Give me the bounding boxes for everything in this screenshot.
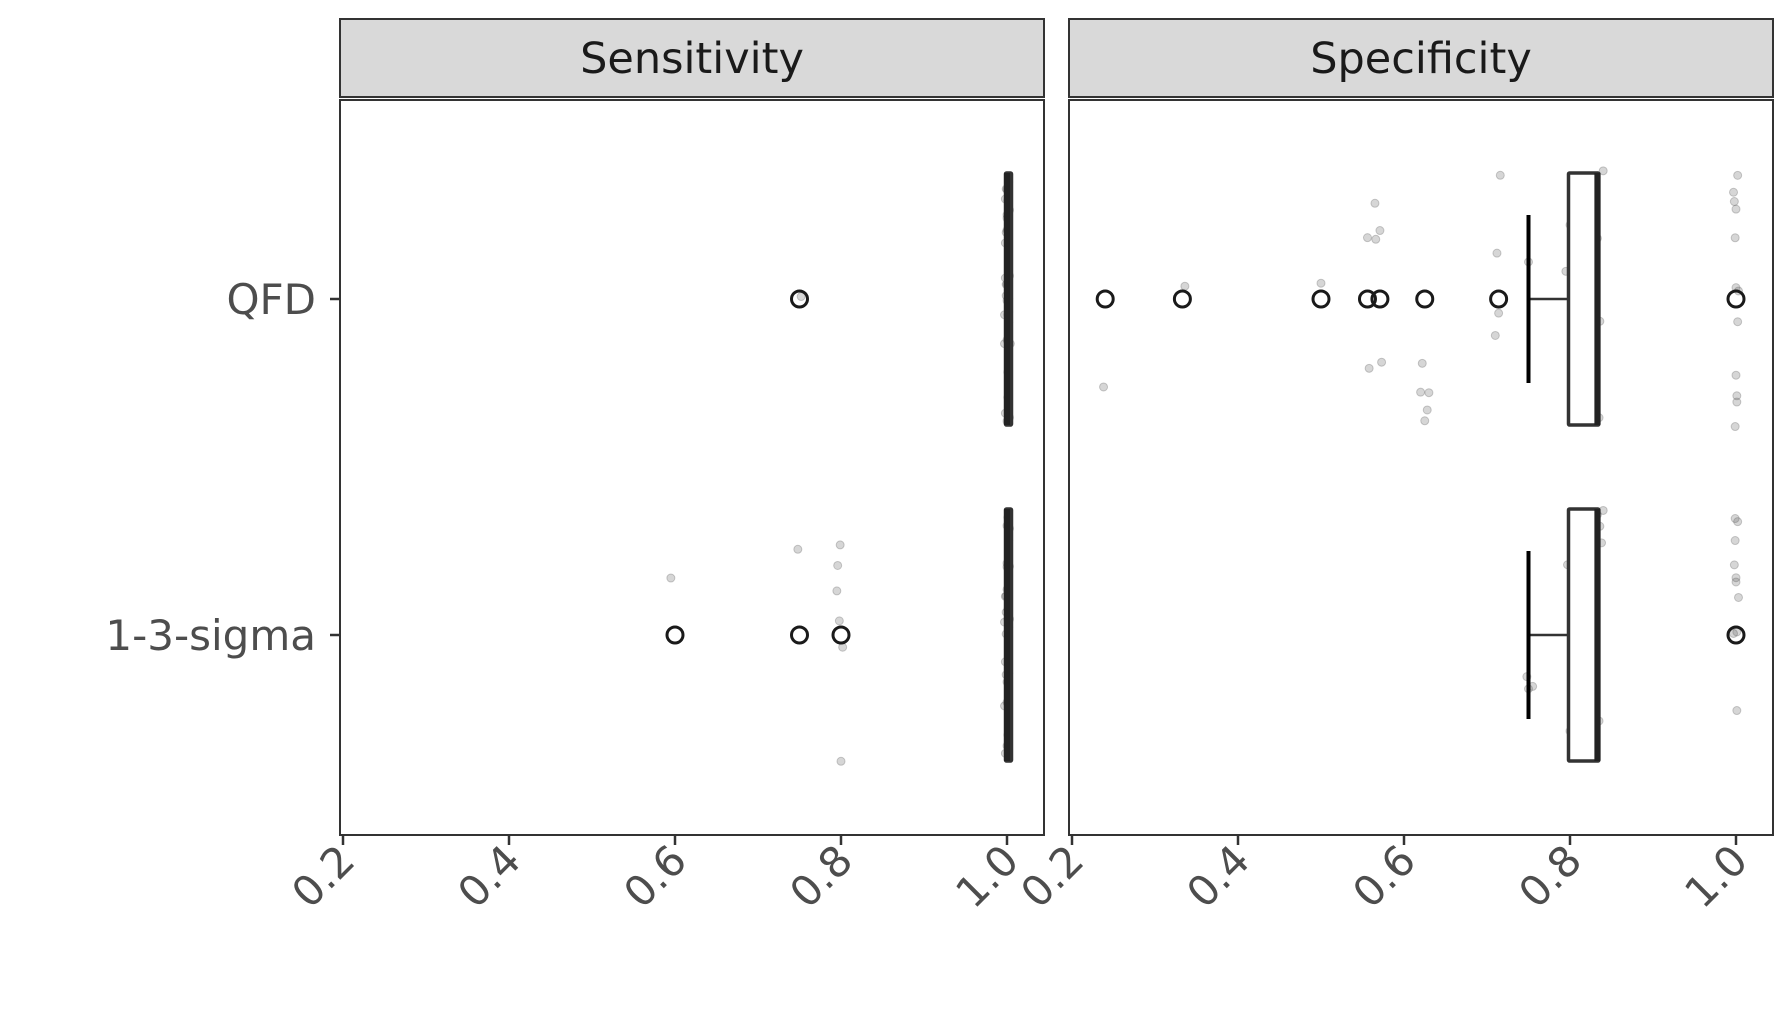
x-tick-label: 1.0 [1675,835,1757,917]
outlier-point [831,625,851,645]
x-tick-label: 0.8 [780,835,862,917]
box-body [1566,171,1601,427]
facet-title: Specificity [1310,34,1532,84]
panel-specificity: Specificity 0.2 0.4 0.6 0.8 1.0 [1011,18,1774,917]
jitter-point [1729,197,1739,207]
jitter-point [1729,560,1739,570]
jitter-point [1375,226,1385,236]
panel-sensitivity: Sensitivity 0.2 0.4 0.6 0.8 1.0 [282,18,1045,917]
jitter-point [1733,317,1743,327]
jitter-point [1731,577,1741,587]
y-tick-label: QFD [226,275,316,324]
jitter-point [1731,573,1741,583]
outlier-point [1726,625,1746,645]
jitter-point [1420,416,1430,426]
y-tick-label: 1-3-sigma [105,611,316,660]
jitter-point [1732,391,1742,401]
jitter-point [1494,308,1504,318]
outlier-point [1489,289,1509,309]
x-tick-label: 1.0 [946,835,1028,917]
jitter-point [1733,170,1743,180]
jitter-point [1733,517,1743,527]
jitter-point [1731,370,1741,380]
box-body [1566,507,1601,763]
outlier-point [1357,289,1377,309]
jitter-point [836,756,846,766]
jitter-point [1731,204,1741,214]
outlier-point [1172,289,1192,309]
jitter-point [1416,387,1426,397]
plot-panel [1068,99,1774,836]
jitter-point [1733,592,1743,602]
outlier-point [1726,289,1746,309]
jitter-point [1362,233,1372,243]
jitter-point [1730,422,1740,432]
jitter-point [1377,357,1387,367]
jitter-point [1364,363,1374,373]
x-tick-label: 0.2 [1011,835,1093,917]
jitter-point [838,642,848,652]
jitter-point [1495,170,1505,180]
facet-strip [1068,18,1774,98]
jitter-point [1417,358,1427,368]
jitter-point [832,586,842,596]
jitter-point [1422,405,1432,415]
outlier-point [1415,289,1435,309]
x-tick-label: 0.8 [1509,835,1591,917]
outlier-point [665,625,685,645]
jitter-point [1371,234,1381,244]
jitter-point [1730,233,1740,243]
jitter-point [1099,382,1109,392]
x-tick-label: 0.6 [1343,835,1425,917]
box-1-3-sigma [1522,505,1746,763]
outlier-point [1311,289,1331,309]
jitter-point [1732,706,1742,716]
x-tick-label: 0.2 [282,835,364,917]
x-tick-label: 0.4 [1177,835,1259,917]
x-tick-label: 0.6 [614,835,696,917]
x-tick-label: 0.4 [448,835,530,917]
jitter-point [834,616,844,626]
plot-panel [339,99,1045,836]
jitter-point [833,560,843,570]
jitter-point [1492,248,1502,258]
jitter-point [1370,198,1380,208]
jitter-point [1730,514,1740,524]
outlier-point [790,289,809,309]
jitter-point [1732,397,1742,407]
box-qfd [790,171,1015,427]
facet-title: Sensitivity [580,34,804,84]
jitter-point [1424,388,1434,398]
facet-strip [339,18,1045,98]
jitter-point [1730,536,1740,546]
box-1-3-sigma [665,507,1014,766]
outlier-point [1370,289,1390,309]
jitter-point [793,544,803,554]
jitter-point [666,573,676,583]
jitter-point [1729,187,1739,197]
box-qfd [1095,166,1746,432]
jitter-point [1490,330,1500,340]
jitter-point [1180,281,1190,291]
jitter-point [835,540,845,550]
jitter-point [1316,278,1326,288]
outlier-point [790,625,809,645]
outlier-point [1095,289,1115,309]
jitter-point [1598,166,1608,176]
